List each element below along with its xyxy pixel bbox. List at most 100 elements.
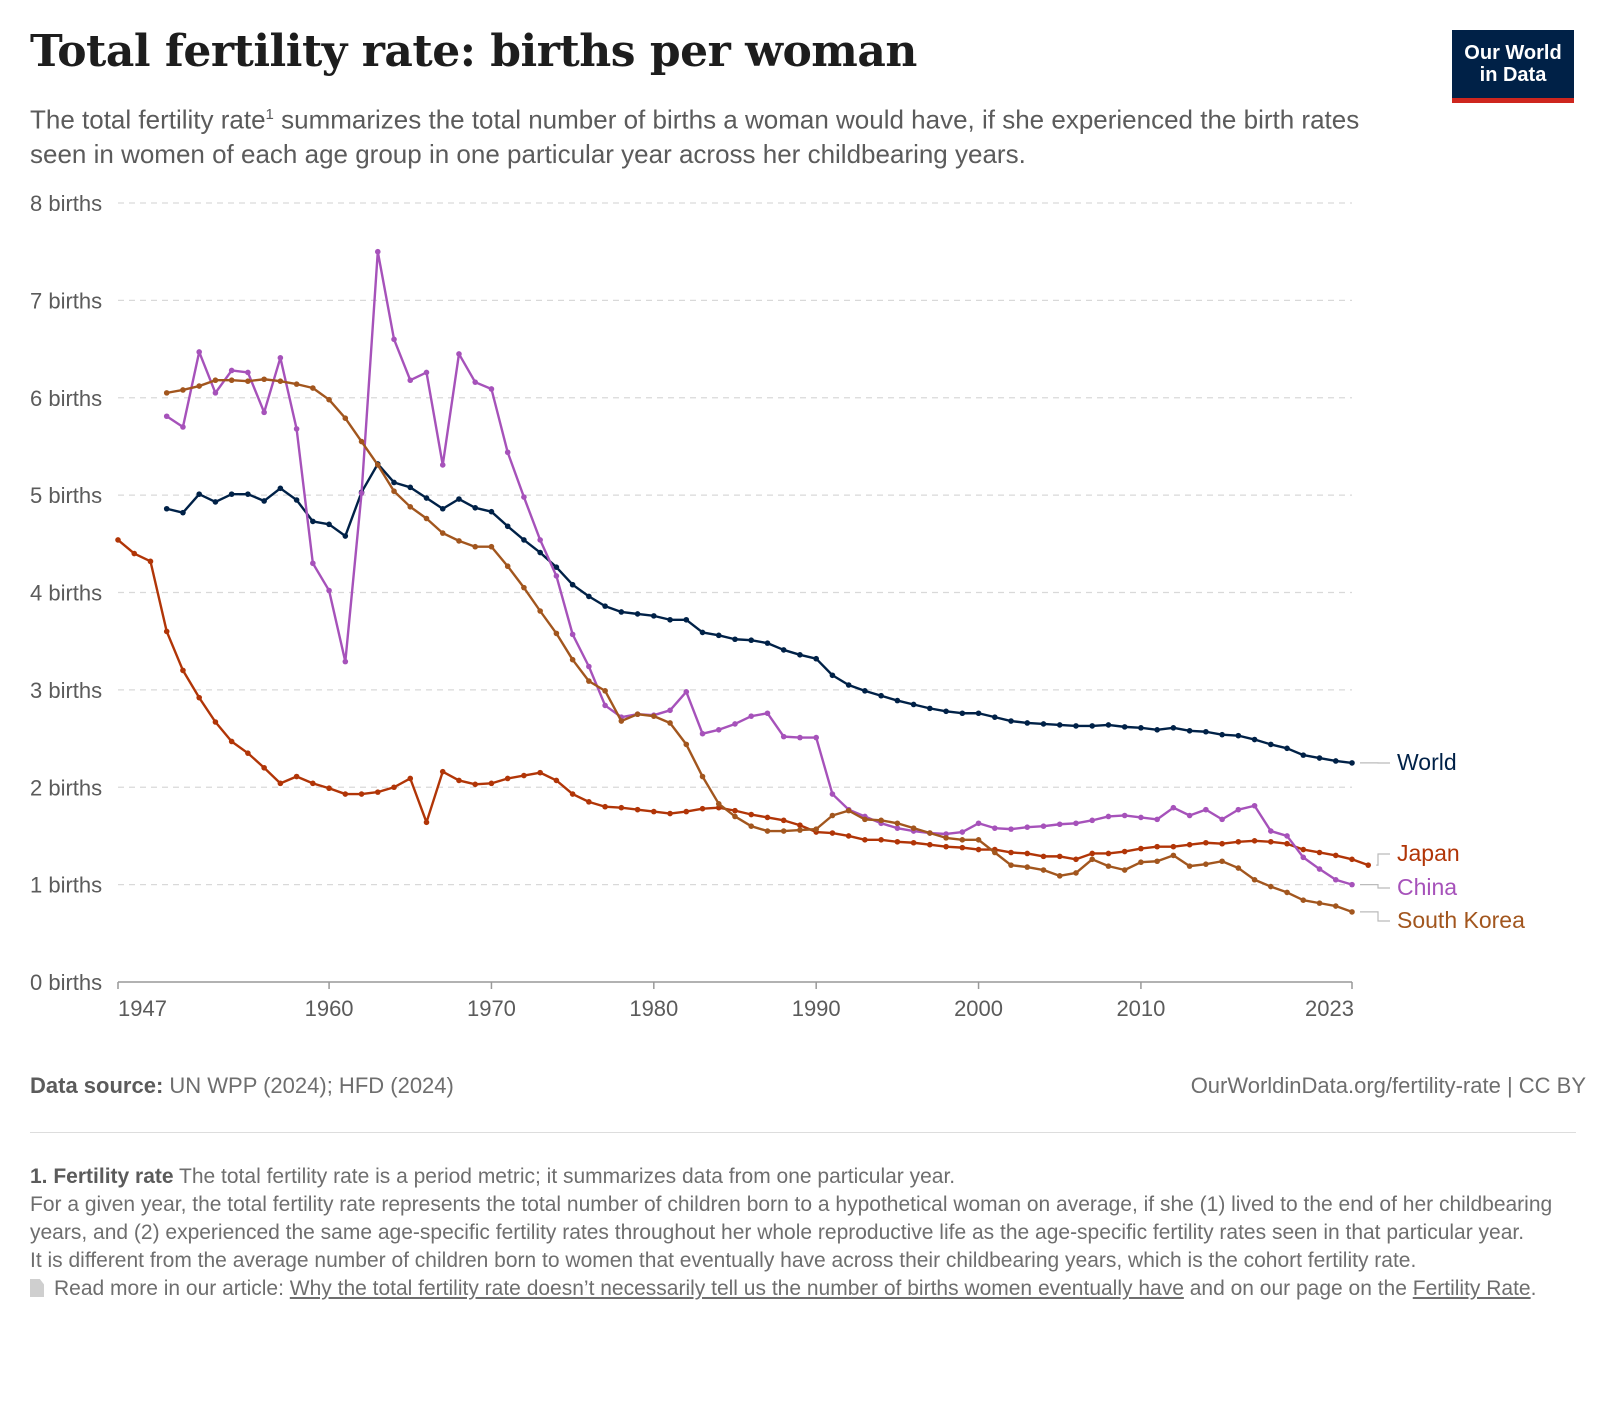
data-point[interactable]	[293, 381, 300, 387]
data-point[interactable]	[1138, 859, 1144, 866]
data-point[interactable]	[927, 841, 933, 848]
data-point[interactable]	[1349, 760, 1355, 766]
data-point[interactable]	[423, 819, 430, 826]
data-point[interactable]	[228, 377, 235, 384]
data-point[interactable]	[569, 656, 576, 663]
data-point[interactable]	[748, 811, 755, 818]
data-point[interactable]	[342, 415, 349, 421]
data-point[interactable]	[1186, 727, 1193, 734]
data-point[interactable]	[1073, 820, 1079, 827]
data-point[interactable]	[797, 827, 803, 833]
data-point[interactable]	[780, 828, 787, 834]
data-point[interactable]	[488, 780, 495, 787]
data-point[interactable]	[391, 784, 397, 791]
data-point[interactable]	[1056, 853, 1063, 860]
data-point[interactable]	[342, 533, 349, 539]
series-labels[interactable]: World Japan China South Korea	[1360, 749, 1525, 933]
data-point[interactable]	[1284, 833, 1290, 839]
data-point[interactable]	[1089, 723, 1096, 729]
data-point[interactable]	[667, 707, 673, 714]
series-label-world[interactable]: World	[1397, 749, 1457, 775]
series-world[interactable]	[163, 461, 1355, 766]
data-point[interactable]	[910, 701, 917, 708]
data-point[interactable]	[1235, 838, 1242, 845]
data-point[interactable]	[245, 369, 251, 376]
series-south-korea[interactable]	[163, 376, 1355, 915]
data-point[interactable]	[1186, 863, 1193, 869]
data-point[interactable]	[748, 823, 755, 829]
data-point[interactable]	[196, 694, 202, 701]
data-point[interactable]	[456, 351, 462, 357]
data-point[interactable]	[439, 462, 446, 468]
data-point[interactable]	[862, 688, 868, 694]
article-link[interactable]: Why the total fertility rate doesn’t nec…	[289, 1277, 1184, 1300]
data-point[interactable]	[1154, 858, 1160, 865]
data-point[interactable]	[196, 349, 202, 355]
data-point[interactable]	[699, 730, 706, 737]
data-point[interactable]	[277, 780, 284, 787]
data-point[interactable]	[407, 504, 414, 510]
data-point[interactable]	[651, 808, 657, 815]
data-point[interactable]	[683, 808, 690, 815]
data-point[interactable]	[245, 378, 251, 384]
data-point[interactable]	[1332, 852, 1339, 859]
data-point[interactable]	[1040, 853, 1047, 860]
data-point[interactable]	[602, 702, 608, 709]
data-point[interactable]	[959, 844, 966, 851]
data-point[interactable]	[1203, 728, 1209, 735]
data-point[interactable]	[829, 672, 836, 679]
data-point[interactable]	[1008, 826, 1014, 832]
fertility-rate-page-link[interactable]: Fertility Rate	[1412, 1277, 1531, 1300]
data-point[interactable]	[699, 773, 706, 780]
data-source-text[interactable]: UN WPP (2024); HFD (2024)	[163, 1073, 454, 1098]
data-point[interactable]	[326, 396, 332, 403]
data-point[interactable]	[1300, 846, 1307, 853]
data-point[interactable]	[732, 721, 738, 727]
footnote-marker[interactable]: 1	[265, 106, 274, 123]
data-point[interactable]	[1073, 723, 1079, 729]
data-point[interactable]	[1170, 852, 1177, 859]
data-point[interactable]	[1332, 876, 1339, 883]
data-point[interactable]	[910, 825, 917, 831]
data-point[interactable]	[1284, 889, 1290, 896]
data-point[interactable]	[1251, 802, 1258, 809]
line-chart[interactable]: 0 births 1 births 2 births 3 births 4 births…	[0, 185, 1600, 1035]
series-line-japan[interactable]	[117, 538, 1369, 867]
data-point[interactable]	[1316, 866, 1323, 872]
data-point[interactable]	[472, 781, 479, 788]
series-line-china[interactable]	[166, 250, 1353, 886]
data-point[interactable]	[845, 682, 852, 688]
data-point[interactable]	[537, 608, 543, 614]
data-point[interactable]	[1203, 839, 1209, 846]
data-point[interactable]	[147, 558, 154, 565]
data-point[interactable]	[358, 791, 365, 797]
data-point[interactable]	[423, 515, 430, 522]
data-point[interactable]	[943, 835, 949, 841]
data-point[interactable]	[683, 741, 690, 748]
data-point[interactable]	[602, 603, 608, 609]
data-point[interactable]	[212, 390, 219, 396]
data-point[interactable]	[1073, 856, 1079, 863]
data-point[interactable]	[1349, 856, 1355, 863]
data-point[interactable]	[878, 692, 884, 699]
data-point[interactable]	[423, 369, 430, 376]
data-point[interactable]	[342, 658, 349, 665]
data-point[interactable]	[1332, 903, 1339, 909]
data-point[interactable]	[521, 772, 527, 779]
data-point[interactable]	[391, 336, 397, 343]
data-point[interactable]	[504, 449, 511, 456]
data-point[interactable]	[569, 791, 576, 797]
data-point[interactable]	[586, 678, 592, 684]
data-point[interactable]	[310, 518, 316, 525]
data-point[interactable]	[1008, 849, 1014, 856]
series-line-world[interactable]	[166, 462, 1353, 765]
data-point[interactable]	[813, 655, 819, 662]
data-point[interactable]	[277, 378, 284, 384]
data-point[interactable]	[699, 629, 706, 636]
data-point[interactable]	[943, 831, 949, 837]
data-point[interactable]	[1235, 732, 1242, 739]
data-point[interactable]	[715, 726, 722, 733]
data-point[interactable]	[180, 387, 186, 393]
data-point[interactable]	[504, 775, 511, 782]
data-point[interactable]	[472, 543, 479, 550]
